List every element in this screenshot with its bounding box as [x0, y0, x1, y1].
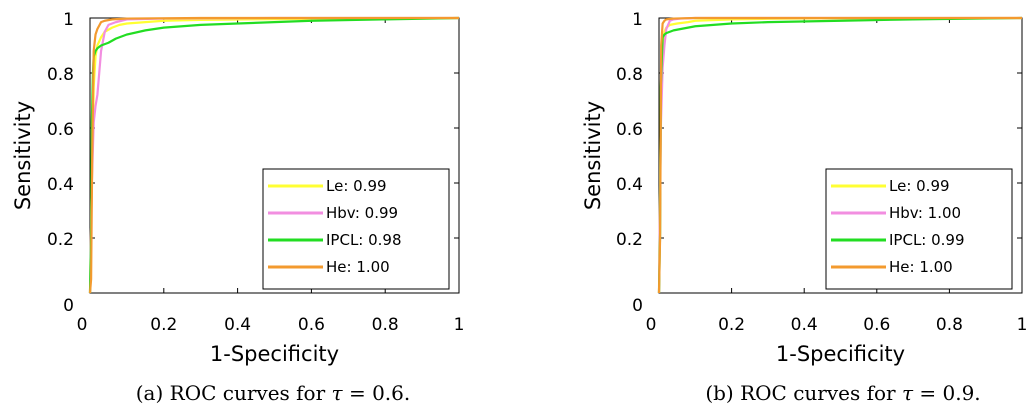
x-axis-label: 1-Specificity — [776, 342, 905, 366]
y-tick-label: 0.6 — [616, 120, 643, 140]
x-tick-label: 0.8 — [936, 315, 963, 335]
y-tick-label: 0.8 — [616, 65, 643, 85]
y-tick-label: 0.2 — [616, 230, 643, 250]
y-tick-label: 0.4 — [47, 175, 74, 195]
legend-entry: He: 1.00 — [326, 258, 390, 276]
chart-panel-2: 0 0.2 0.4 0.6 0.8 1 0 0.2 0.4 0.6 0.8 1 1-Specificit… — [581, 10, 1027, 405]
x-tick-label: 1 — [1017, 315, 1028, 335]
legend-entry: Hbv: 1.00 — [889, 204, 961, 222]
x-tick-label: 0.4 — [224, 315, 251, 335]
x-tick-label: 0.8 — [372, 315, 399, 335]
figure-caption: (b) ROC curves for τ = 0.9. — [705, 381, 980, 405]
y-tick-label: 0.6 — [47, 120, 74, 140]
legend-entry: Le: 0.99 — [889, 177, 950, 195]
legend: Le: 0.99 Hbv: 1.00 IPCL: 0.99 He: 1.00 — [826, 169, 1012, 289]
y-tick-label: 0 — [632, 296, 643, 316]
y-tick-label: 0.4 — [616, 175, 643, 195]
x-tick-label: 0.2 — [718, 315, 745, 335]
x-tick-label: 0.6 — [298, 315, 325, 335]
x-tick-label: 0 — [77, 315, 88, 335]
figure-caption: (a) ROC curves for τ = 0.6. — [136, 381, 410, 405]
legend: Le: 0.99 Hbv: 0.99 IPCL: 0.98 He: 1.00 — [263, 169, 449, 289]
caption-suffix: = 0.9. — [913, 381, 981, 405]
y-tick-label: 0.2 — [47, 230, 74, 250]
caption-suffix: = 0.6. — [343, 381, 411, 405]
legend-entry: IPCL: 0.98 — [326, 231, 402, 249]
y-axis-label: Sensitivity — [11, 101, 35, 210]
x-tick-label: 0.2 — [150, 315, 177, 335]
legend-entry: Hbv: 0.99 — [326, 204, 398, 222]
legend-entry: Le: 0.99 — [326, 177, 387, 195]
x-tick-label: 0.4 — [791, 315, 818, 335]
legend-entry: He: 1.00 — [889, 258, 953, 276]
y-tick-label: 0 — [63, 296, 74, 316]
x-tick-label: 1 — [454, 315, 465, 335]
y-tick-label: 1 — [632, 10, 643, 30]
x-tick-label: 0 — [646, 315, 657, 335]
caption-prefix: (b) ROC curves for — [705, 381, 902, 405]
y-tick-label: 0.8 — [47, 65, 74, 85]
legend-entry: IPCL: 0.99 — [889, 231, 965, 249]
y-axis-label: Sensitivity — [581, 101, 605, 210]
caption-prefix: (a) ROC curves for — [136, 381, 332, 405]
y-tick-label: 1 — [63, 10, 74, 30]
x-axis-label: 1-Specificity — [210, 342, 339, 366]
chart-panel-1: 0 0.2 0.4 0.6 0.8 1 0 0.2 0.4 0.6 0.8 1 1-Specificit… — [11, 10, 464, 405]
x-tick-label: 0.6 — [863, 315, 890, 335]
